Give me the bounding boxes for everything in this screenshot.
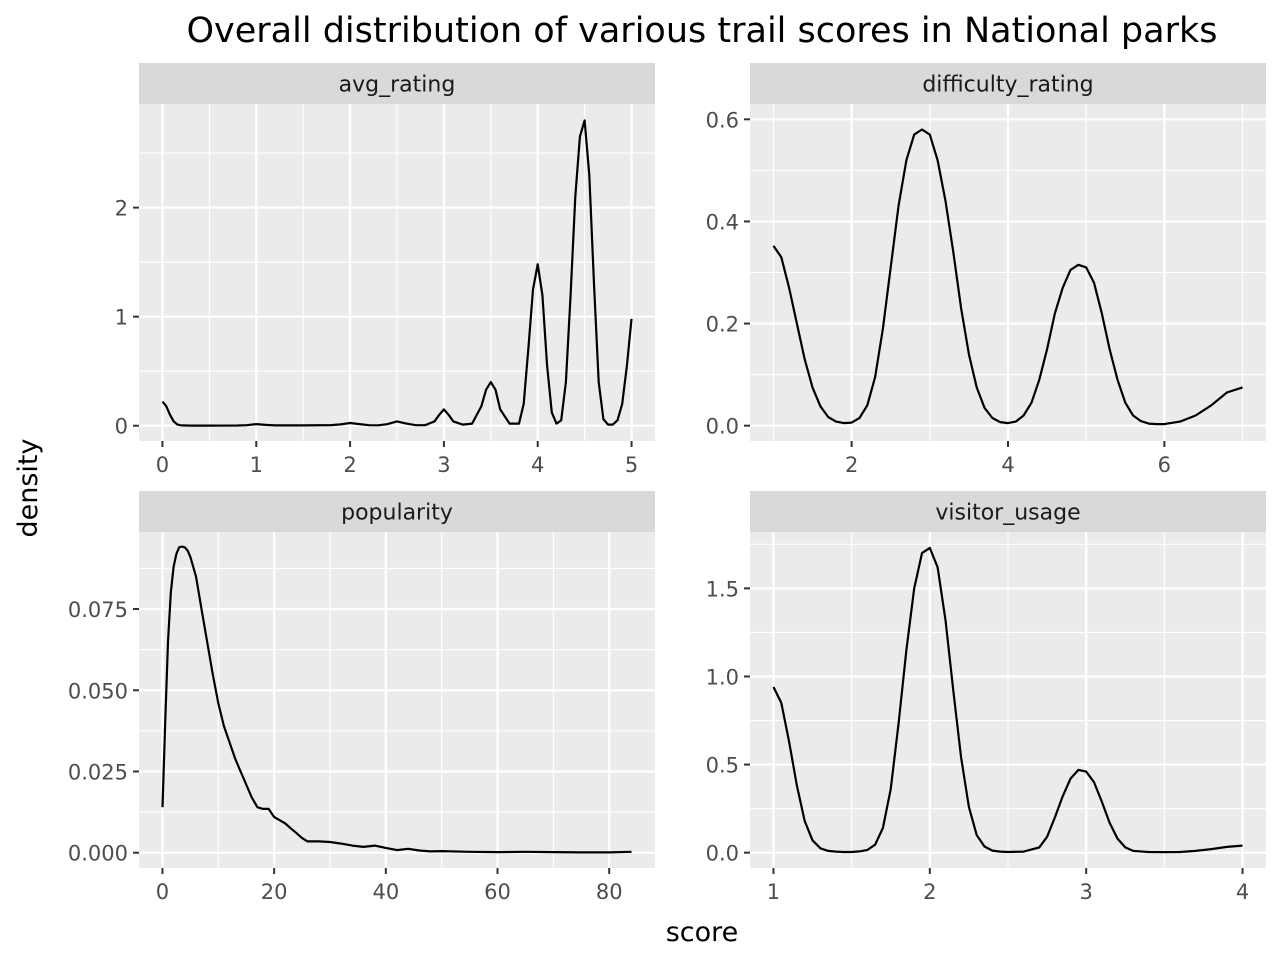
facet-strip — [750, 63, 1266, 104]
y-tick-label: 1.0 — [706, 665, 739, 689]
x-tick-label: 0 — [156, 880, 169, 904]
y-tick-label: 0.025 — [68, 760, 128, 784]
facet-strip — [139, 491, 655, 532]
y-tick-label: 0.6 — [706, 108, 739, 132]
facet-difficulty-rating: difficulty_rating 2 4 6 0.0 0.2 0.4 0.6 — [706, 63, 1266, 477]
facet-strip — [750, 491, 1266, 532]
y-tick-label: 1.5 — [706, 577, 739, 601]
density-line-visitor-usage — [772, 546, 1243, 854]
facet-strip-label: difficulty_rating — [922, 73, 1093, 98]
x-tick-label: 2 — [845, 453, 858, 477]
panel-background — [139, 532, 655, 868]
density-line-difficulty-rating — [772, 128, 1243, 426]
chart-title: Overall distribution of various trail sc… — [187, 11, 1218, 51]
y-tick-label: 0.0 — [706, 415, 739, 439]
x-tick-label: 80 — [596, 880, 623, 904]
x-tick-label: 4 — [1001, 453, 1014, 477]
y-axis-title: density — [13, 438, 44, 537]
y-tick-label: 0.000 — [68, 842, 128, 866]
x-tick-label: 1 — [250, 453, 263, 477]
x-tick-label: 5 — [625, 453, 638, 477]
y-tick-label: 0.0 — [706, 842, 739, 866]
x-tick-label: 20 — [261, 880, 288, 904]
y-tick-label: 0.4 — [706, 210, 739, 234]
x-tick-label: 0 — [156, 453, 169, 477]
x-tick-label: 3 — [1079, 880, 1092, 904]
facet-popularity: popularity 0 20 40 60 80 0.000 0.025 0.050 0.075 — [68, 491, 655, 904]
x-tick-label: 4 — [531, 453, 544, 477]
y-tick-label: 2 — [115, 197, 128, 221]
x-tick-label: 6 — [1158, 453, 1171, 477]
x-tick-label: 2 — [343, 453, 356, 477]
x-tick-label: 3 — [437, 453, 450, 477]
facet-visitor-usage: visitor_usage 1 2 3 4 0.0 0.5 1.0 1.5 — [706, 491, 1266, 904]
density-line-avg-rating — [161, 119, 633, 427]
y-tick-label: 0 — [115, 415, 128, 439]
y-tick-label: 0.2 — [706, 313, 739, 337]
facet-avg-rating: avg_rating 0 1 2 3 4 5 0 1 2 — [115, 63, 655, 477]
facet-strip-label: avg_rating — [339, 73, 456, 98]
facet-strip — [139, 63, 655, 104]
x-tick-label: 1 — [767, 880, 780, 904]
facet-strip-label: visitor_usage — [935, 501, 1080, 526]
y-tick-label: 0.075 — [68, 598, 128, 622]
y-tick-label: 0.5 — [706, 754, 739, 778]
density-line-popularity — [161, 545, 632, 854]
x-tick-label: 2 — [923, 880, 936, 904]
y-tick-label: 0.050 — [68, 679, 128, 703]
x-axis-title: score — [666, 917, 739, 948]
x-tick-label: 40 — [372, 880, 399, 904]
facet-strip-label: popularity — [341, 501, 453, 526]
x-tick-label: 60 — [484, 880, 511, 904]
x-tick-label: 4 — [1236, 880, 1249, 904]
y-tick-label: 1 — [115, 306, 128, 330]
